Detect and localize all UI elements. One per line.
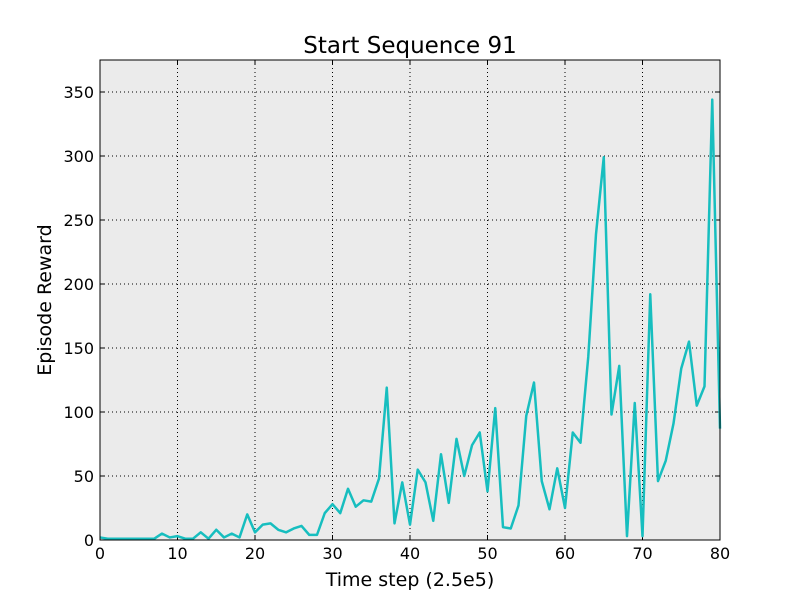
x-tick-label: 40 [400, 544, 420, 563]
y-tick-label: 50 [74, 467, 94, 486]
plot-frame [99, 59, 721, 541]
y-tick-label: 200 [63, 275, 94, 294]
series-line [99, 98, 722, 540]
y-tick-label: 150 [63, 339, 94, 358]
x-tick-label: 70 [632, 544, 652, 563]
x-axis-label: Time step (2.5e5) [325, 569, 495, 591]
x-tick-label: 20 [245, 544, 265, 563]
x-tick-label: 30 [322, 544, 342, 563]
x-tick-label: 10 [167, 544, 187, 563]
y-axis-label: Episode Reward [34, 224, 56, 375]
x-tick-label: 60 [555, 544, 575, 563]
chart-title: Start Sequence 91 [303, 33, 517, 59]
y-tick-label: 0 [84, 531, 94, 550]
x-tick-label: 0 [95, 544, 105, 563]
y-tick-label: 100 [63, 403, 94, 422]
grid-lines [100, 60, 720, 540]
x-tick-label: 80 [710, 544, 730, 563]
x-tick-label: 50 [477, 544, 497, 563]
tick-labels: 0 10 20 30 40 50 60 70 80 0 50 100 150 200 250 300 350 [63, 83, 730, 563]
y-tick-label: 250 [63, 211, 94, 230]
y-tick-label: 300 [63, 147, 94, 166]
y-tick-label: 350 [63, 83, 94, 102]
